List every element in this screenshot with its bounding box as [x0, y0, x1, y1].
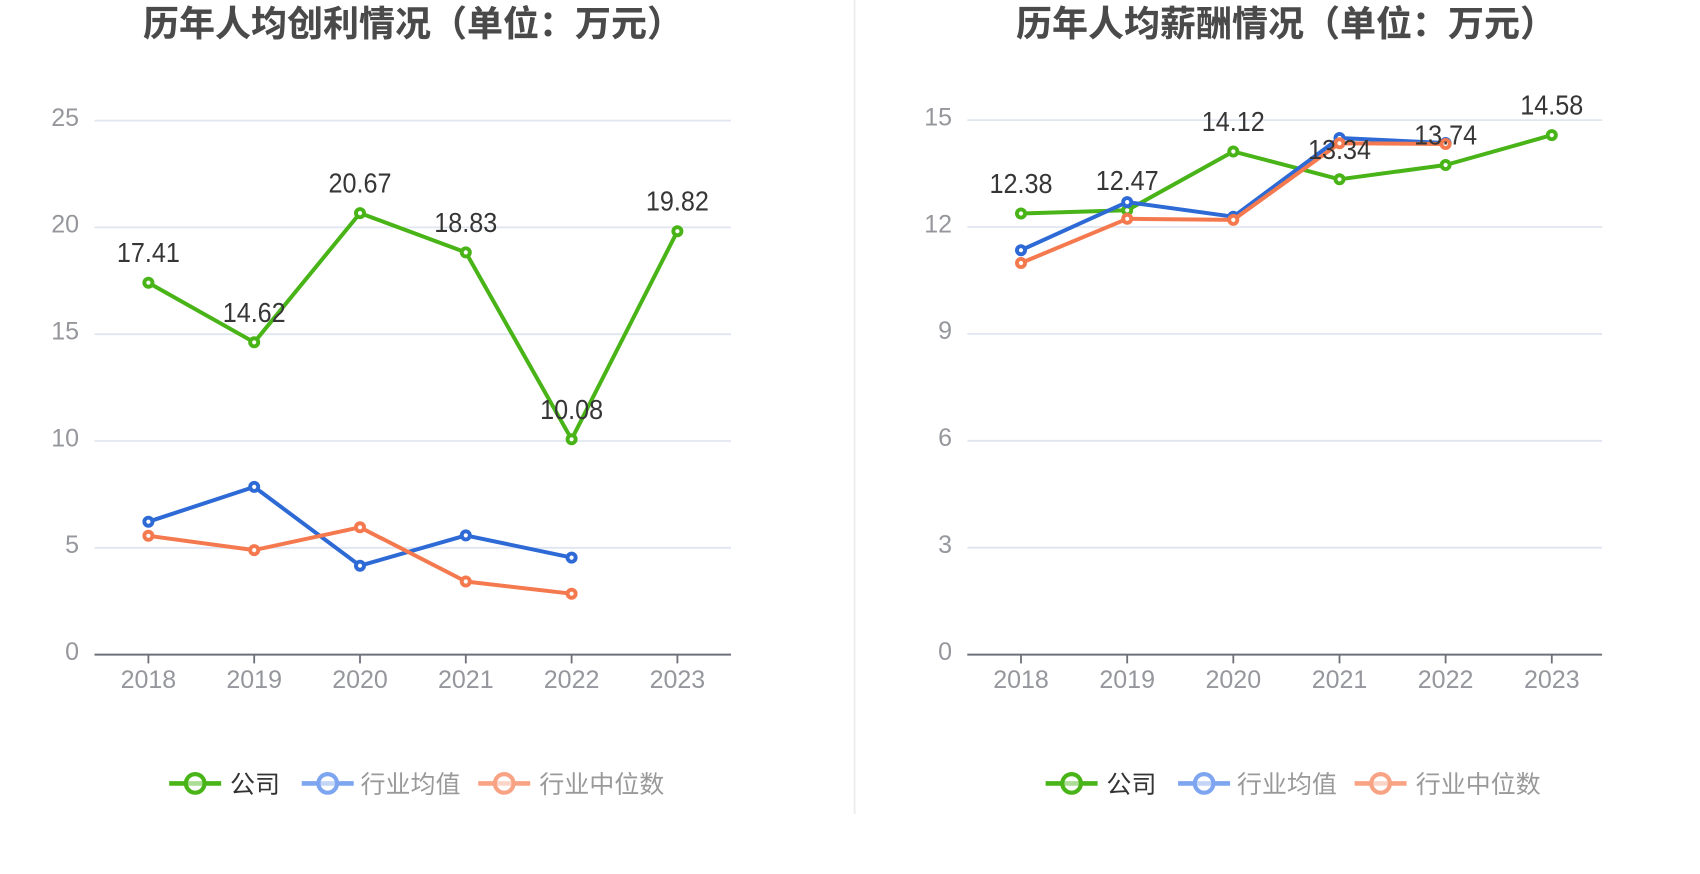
svg-text:2018: 2018: [121, 666, 177, 694]
svg-text:15: 15: [924, 103, 952, 131]
svg-text:2020: 2020: [1205, 666, 1261, 694]
svg-text:13.74: 13.74: [1414, 120, 1477, 151]
svg-text:2018: 2018: [993, 666, 1049, 694]
svg-text:0: 0: [938, 638, 952, 666]
svg-text:10: 10: [51, 424, 79, 452]
svg-text:2023: 2023: [1524, 666, 1580, 694]
svg-text:5: 5: [65, 531, 79, 559]
svg-text:2021: 2021: [438, 666, 494, 694]
svg-text:2021: 2021: [1312, 666, 1368, 694]
svg-text:25: 25: [51, 104, 79, 132]
svg-text:2023: 2023: [650, 666, 706, 694]
svg-text:19.82: 19.82: [646, 186, 709, 217]
svg-text:20.67: 20.67: [329, 168, 392, 199]
svg-text:14.58: 14.58: [1520, 90, 1583, 121]
svg-text:2022: 2022: [1418, 666, 1474, 694]
svg-text:20: 20: [51, 211, 79, 239]
svg-text:9: 9: [938, 317, 952, 345]
svg-text:2020: 2020: [332, 666, 388, 694]
svg-text:14.62: 14.62: [223, 297, 286, 328]
svg-text:0: 0: [65, 638, 79, 666]
svg-text:6: 6: [938, 424, 952, 452]
svg-text:18.83: 18.83: [434, 207, 497, 238]
svg-text:2019: 2019: [226, 666, 282, 694]
svg-text:2022: 2022: [544, 666, 600, 694]
svg-text:2019: 2019: [1099, 666, 1155, 694]
svg-text:10.08: 10.08: [540, 394, 603, 425]
svg-text:3: 3: [938, 531, 952, 559]
svg-text:12.38: 12.38: [990, 168, 1053, 199]
svg-text:13.34: 13.34: [1308, 134, 1371, 165]
svg-text:17.41: 17.41: [117, 237, 180, 268]
svg-text:14.12: 14.12: [1202, 106, 1265, 137]
svg-text:12: 12: [924, 210, 952, 238]
svg-text:12.47: 12.47: [1096, 165, 1159, 196]
svg-text:15: 15: [51, 318, 79, 346]
